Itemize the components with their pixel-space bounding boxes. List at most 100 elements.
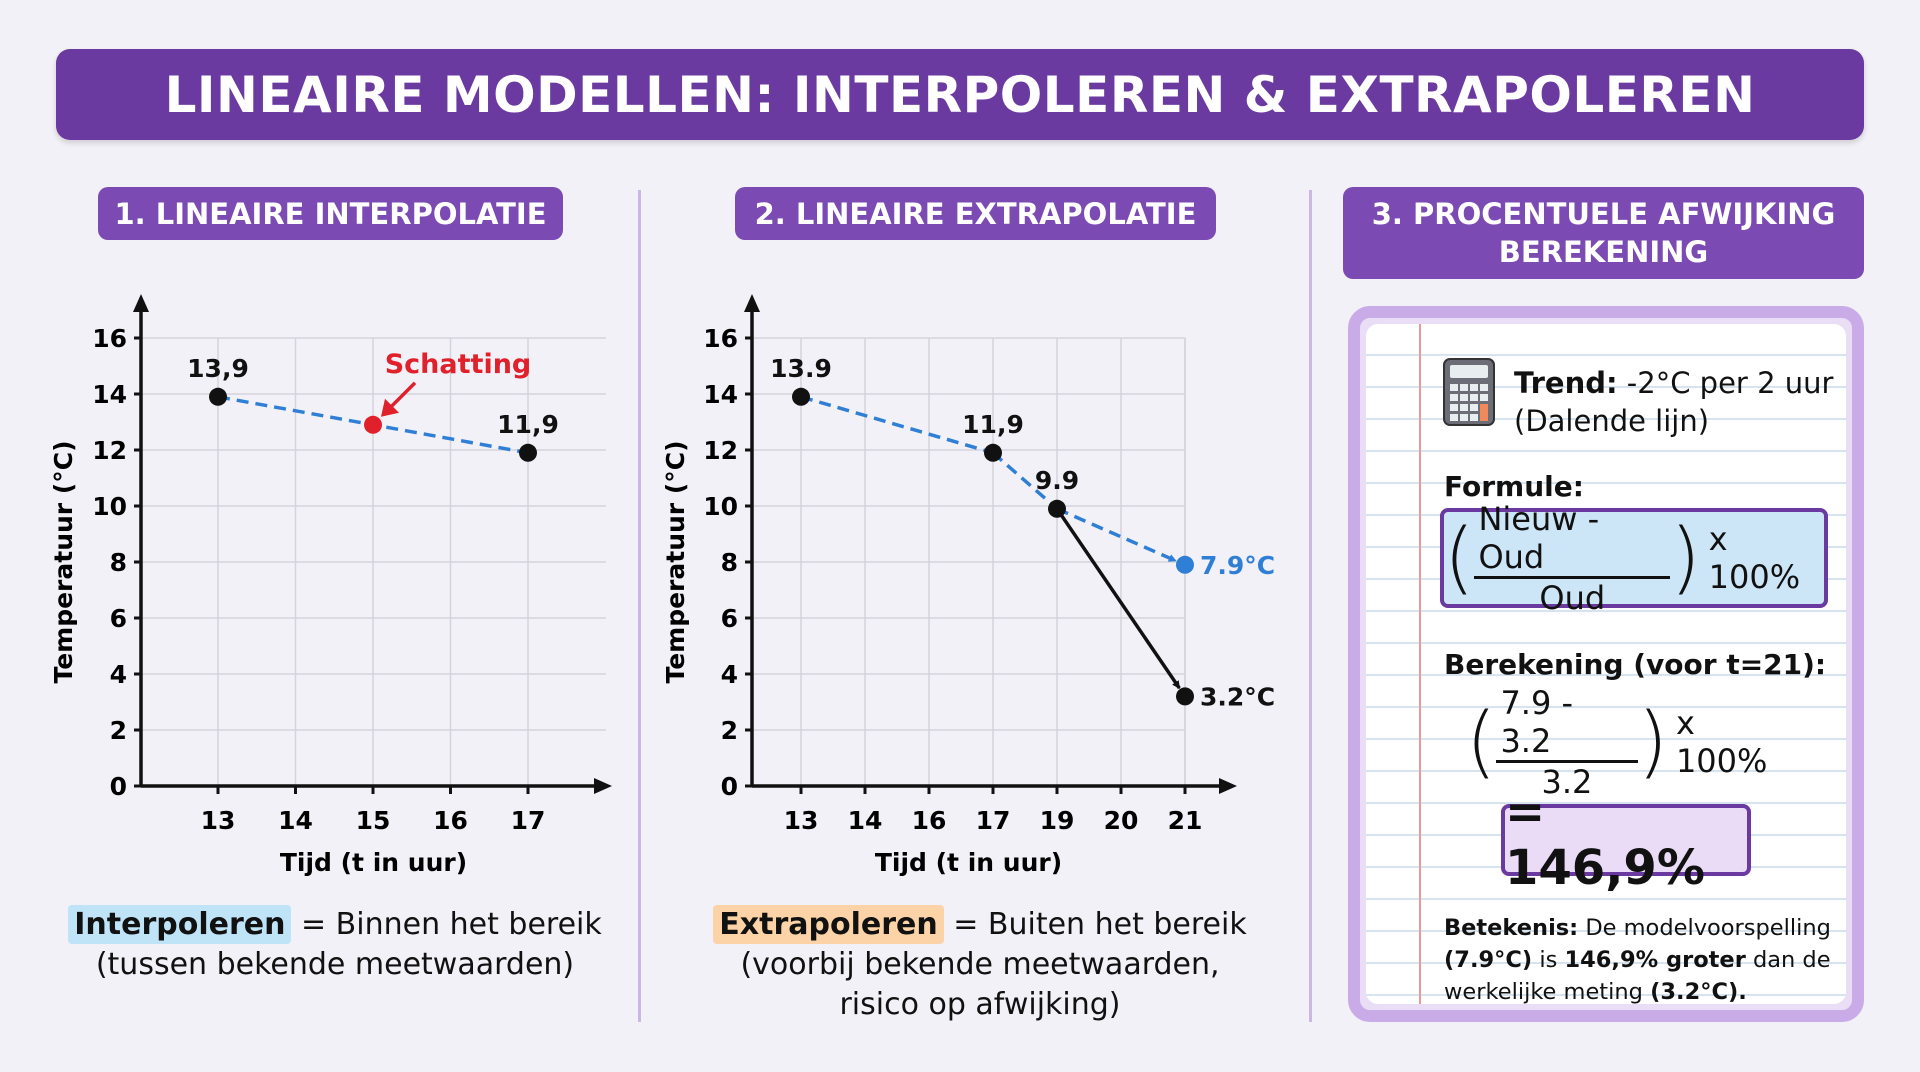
calculation-denominator: 3.2: [1541, 762, 1593, 801]
data-point: [792, 387, 810, 406]
y-tick-label: 2: [110, 716, 127, 745]
annotation-arrow-icon: [381, 398, 399, 417]
data-point: [1176, 687, 1194, 706]
y-axis-label: Temperatuur (°C): [661, 440, 690, 683]
trend-value: -2°C per 2 uur: [1617, 366, 1834, 400]
data-point: [984, 443, 1002, 462]
section-header-percentage: 3. PROCENTUELE AFWIJKING BEREKENING: [1343, 187, 1864, 279]
x-axis-arrow-icon: [594, 778, 612, 794]
data-point: [209, 387, 227, 406]
meaning-text: Betekenis: De modelvoorspelling (7.9°C) …: [1444, 912, 1844, 1008]
data-label: 11,9: [497, 410, 559, 439]
trend-line-dashed: [991, 451, 1059, 511]
y-tick-label: 2: [721, 716, 738, 745]
x-tick-label: 19: [1040, 806, 1075, 835]
formula-numerator: Nieuw - Oud: [1474, 500, 1671, 579]
x-tick-label: 15: [356, 806, 391, 835]
meaning-part: (7.9°C): [1444, 947, 1533, 973]
calculation-fraction: 7.9 - 3.2 3.2: [1496, 684, 1638, 801]
formula-fraction: Nieuw - Oud Oud: [1474, 500, 1671, 617]
formula-box: ( Nieuw - Oud Oud ) x 100%: [1440, 500, 1828, 617]
interpolation-term: Interpoleren: [68, 905, 292, 944]
data-point: [1176, 555, 1194, 574]
y-tick-label: 0: [110, 772, 127, 801]
meaning-label: Betekenis:: [1444, 915, 1579, 941]
x-tick-label: 20: [1104, 806, 1139, 835]
y-tick-label: 12: [703, 436, 738, 465]
y-axis-arrow-icon: [744, 294, 760, 312]
x-tick-label: 17: [976, 806, 1011, 835]
trend-note: (Dalende lijn): [1514, 404, 1710, 438]
page-title: LINEAIRE MODELLEN: INTERPOLEREN & EXTRAP…: [56, 49, 1864, 140]
calculation-multiplier: x 100%: [1675, 704, 1768, 780]
data-point: [1048, 499, 1066, 518]
data-point: [364, 415, 382, 434]
extrapolation-chart: 0 2 4 6 8 10 12 14 16 13 14 16 17 19 20 21 Tijd (t in uu…: [661, 294, 1275, 877]
caption-text: = Buiten het bereik: [943, 907, 1247, 942]
annotation-label: Schatting: [385, 349, 532, 380]
meaning-part: is: [1532, 947, 1565, 973]
x-tick-label: 17: [511, 806, 546, 835]
y-tick-label: 12: [92, 436, 127, 465]
y-tick-label: 10: [92, 492, 127, 521]
y-tick-label: 8: [110, 548, 127, 577]
x-tick-label: 21: [1168, 806, 1203, 835]
y-tick-label: 6: [721, 604, 738, 633]
interpolation-chart: 0 2 4 6 8 10 12 14 16 13 14 15 16 17 Tijd (t in uur) Te…: [49, 294, 612, 877]
y-tick-label: 16: [703, 324, 738, 353]
data-label: 3.2°C: [1200, 682, 1275, 711]
caption-text: risico op afwijking): [839, 987, 1121, 1022]
x-tick-label: 14: [848, 806, 883, 835]
y-tick-label: 14: [703, 380, 738, 409]
y-axis-arrow-icon: [133, 294, 149, 312]
margin-line: [1419, 324, 1421, 1004]
y-tick-label: 16: [92, 324, 127, 353]
formula-denominator: Oud: [1539, 578, 1606, 617]
extrapolation-caption: Extrapoleren = Buiten het bereik (voorbi…: [680, 905, 1280, 1025]
x-tick-label: 16: [912, 806, 947, 835]
calculator-icon: [1443, 358, 1495, 426]
x-tick-label: 16: [433, 806, 468, 835]
y-tick-label: 10: [703, 492, 738, 521]
meaning-part: 146,9% groter: [1564, 947, 1746, 973]
x-axis-label: Tijd (t in uur): [875, 848, 1062, 877]
calculation-panel: Trend: -2°C per 2 uur (Dalende lijn) For…: [1348, 306, 1864, 1022]
calculation-expression: ( 7.9 - 3.2 3.2 ) x 100%: [1466, 684, 1796, 801]
y-tick-label: 4: [110, 660, 127, 689]
meaning-part: werkelijke meting: [1444, 979, 1651, 1005]
interpolation-caption: Interpoleren = Binnen het bereik (tussen…: [40, 905, 630, 985]
formula-label: Formule:: [1444, 470, 1584, 503]
caption-text: = Binnen het bereik: [291, 907, 602, 942]
x-axis-label: Tijd (t in uur): [280, 848, 467, 877]
y-tick-label: 4: [721, 660, 738, 689]
annotation-arrow: [387, 381, 417, 411]
divider: [638, 190, 641, 1022]
extrapolation-term: Extrapoleren: [713, 905, 944, 944]
section-header-extrapolation: 2. LINEAIRE EXTRAPOLATIE: [735, 187, 1216, 240]
trend-label: Trend:: [1514, 366, 1618, 400]
data-label: 13,9: [187, 354, 249, 383]
divider: [1309, 190, 1312, 1022]
x-tick-label: 13: [201, 806, 236, 835]
data-point: [519, 443, 537, 462]
data-label: 7.9°C: [1200, 551, 1275, 580]
meaning-part: dan de: [1745, 947, 1831, 973]
calculation-label: Berekening (voor t=21):: [1444, 648, 1827, 681]
y-tick-label: 6: [110, 604, 127, 633]
data-label: 11,9: [962, 410, 1024, 439]
trend-line-dashed: [800, 395, 994, 455]
y-tick-label: 0: [721, 772, 738, 801]
y-axis-label: Temperatuur (°C): [49, 440, 78, 683]
x-tick-label: 14: [278, 806, 313, 835]
y-tick-label: 8: [721, 548, 738, 577]
x-tick-label: 13: [784, 806, 819, 835]
meaning-part: De modelvoorspelling: [1578, 915, 1831, 941]
caption-text: (voorbij bekende meetwaarden,: [740, 947, 1220, 982]
data-label: 9.9: [1035, 466, 1079, 495]
caption-text: (tussen bekende meetwaarden): [95, 947, 575, 982]
x-axis-arrow-icon: [1219, 778, 1237, 794]
trend-text: Trend: -2°C per 2 uur (Dalende lijn): [1514, 364, 1833, 440]
formula-multiplier: x 100%: [1708, 520, 1801, 596]
y-tick-label: 14: [92, 380, 127, 409]
result-box: = 146,9%: [1501, 784, 1751, 896]
